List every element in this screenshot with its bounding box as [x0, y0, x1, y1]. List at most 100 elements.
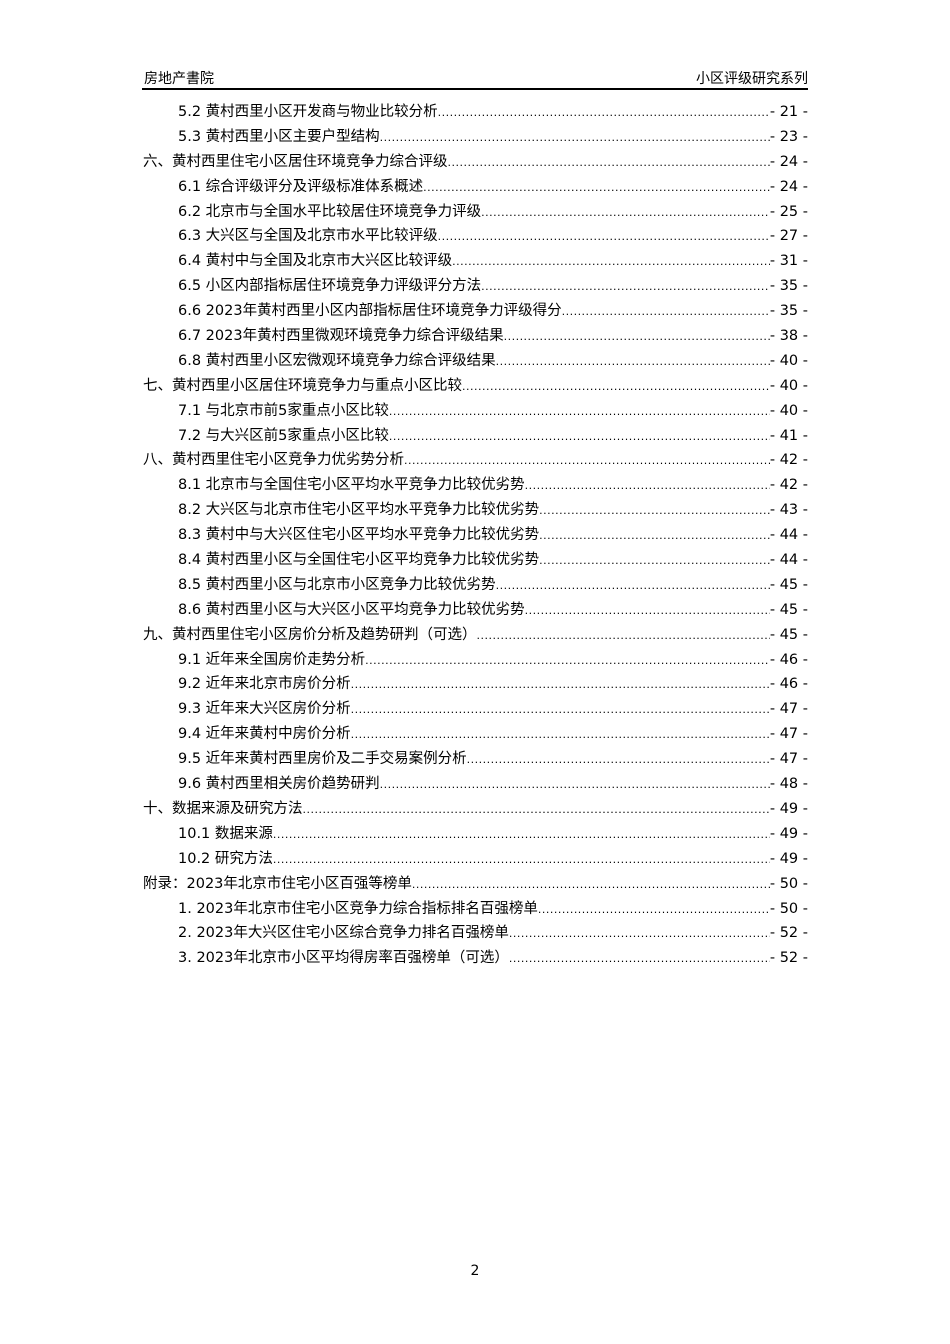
- toc-entry-title: 6.8 黄村西里小区宏微观环境竞争力综合评级结果: [178, 352, 496, 369]
- toc-entry-page: - 49 -: [769, 825, 808, 842]
- toc-dot-leader: [351, 673, 770, 698]
- toc-section-entry[interactable]: 9.2 近年来北京市房价分析 - 46 -: [143, 672, 808, 697]
- toc-section-entry[interactable]: 8.1 北京市与全国住宅小区平均水平竞争力比较优劣势 - 42 -: [143, 473, 808, 498]
- toc-chapter-entry[interactable]: 八、黄村西里住宅小区竞争力优劣势分析 - 42 -: [143, 448, 808, 473]
- toc-dot-leader: [481, 275, 770, 300]
- toc-chapter-entry[interactable]: 十、数据来源及研究方法 - 49 -: [143, 797, 808, 822]
- toc-chapter-entry[interactable]: 七、黄村西里小区居住环境竞争力与重点小区比较 - 40 -: [143, 374, 808, 399]
- toc-entry-page: - 31 -: [769, 253, 808, 270]
- toc-entry-title: 2. 2023年大兴区住宅小区综合竞争力排名百强榜单: [178, 925, 509, 942]
- toc-section-entry[interactable]: 2. 2023年大兴区住宅小区综合竞争力排名百强榜单 - 52 -: [143, 921, 808, 946]
- toc-dot-leader: [365, 649, 770, 674]
- toc-section-entry[interactable]: 3. 2023年北京市小区平均得房率百强榜单（可选） - 52 -: [143, 946, 808, 971]
- toc-section-entry[interactable]: 10.2 研究方法 - 49 -: [143, 847, 808, 872]
- toc-entry-page: - 35 -: [769, 278, 808, 295]
- toc-section-entry[interactable]: 6.2 北京市与全国水平比较居住环境竞争力评级 - 25 -: [143, 200, 808, 225]
- toc-section-entry[interactable]: 8.2 大兴区与北京市住宅小区平均水平竞争力比较优劣势 - 43 -: [143, 498, 808, 523]
- toc-section-entry[interactable]: 9.1 近年来全国房价走势分析 - 46 -: [143, 648, 808, 673]
- toc-dot-leader: [404, 449, 770, 474]
- toc-entry-page: - 23 -: [769, 128, 808, 145]
- page-number: 2: [470, 1263, 480, 1279]
- toc-section-entry[interactable]: 8.3 黄村中与大兴区住宅小区平均水平竞争力比较优劣势 - 44 -: [143, 523, 808, 548]
- toc-entry-page: - 42 -: [769, 477, 808, 494]
- header-series-title: 小区评级研究系列: [696, 71, 808, 87]
- toc-entry-page: - 41 -: [769, 427, 808, 444]
- toc-entry-page: - 40 -: [769, 352, 808, 369]
- toc-section-entry[interactable]: 7.1 与北京市前5家重点小区比较 - 40 -: [143, 399, 808, 424]
- toc-entry-title: 9.6 黄村西里相关房价趋势研判: [178, 776, 380, 793]
- toc-entry-title: 6.1 综合评级评分及评级标准体系概述: [178, 178, 424, 195]
- toc-entry-title: 9.2 近年来北京市房价分析: [178, 676, 351, 693]
- toc-entry-page: - 47 -: [769, 726, 808, 743]
- toc-entry-title: 5.2 黄村西里小区开发商与物业比较分析: [178, 104, 438, 120]
- toc-dot-leader: [273, 823, 770, 848]
- toc-section-entry[interactable]: 8.4 黄村西里小区与全国住宅小区平均竞争力比较优劣势 - 44 -: [143, 548, 808, 573]
- toc-dot-leader: [539, 499, 770, 524]
- toc-section-entry[interactable]: 6.8 黄村西里小区宏微观环境竞争力综合评级结果 - 40 -: [143, 349, 808, 374]
- toc-entry-page: - 45 -: [769, 576, 808, 593]
- toc-entry-title: 5.3 黄村西里小区主要户型结构: [178, 128, 380, 145]
- toc-section-entry[interactable]: 5.2 黄村西里小区开发商与物业比较分析 - 21 -: [143, 100, 808, 125]
- toc-entry-page: - 47 -: [769, 751, 808, 768]
- toc-section-entry[interactable]: 10.1 数据来源 - 49 -: [143, 822, 808, 847]
- toc-dot-leader: [477, 624, 770, 649]
- toc-section-entry[interactable]: 1. 2023年北京市住宅小区竞争力综合指标排名百强榜单 - 50 -: [143, 897, 808, 922]
- toc-entry-page: - 42 -: [769, 452, 808, 469]
- toc-entry-title: 7.1 与北京市前5家重点小区比较: [178, 402, 389, 419]
- toc-entry-page: - 21 -: [769, 104, 808, 120]
- toc-section-entry[interactable]: 8.5 黄村西里小区与北京市小区竞争力比较优劣势 - 45 -: [143, 573, 808, 598]
- toc-entry-title: 9.1 近年来全国房价走势分析: [178, 651, 366, 668]
- toc-chapter-entry[interactable]: 九、黄村西里住宅小区房价分析及趋势研判（可选） - 45 -: [143, 623, 808, 648]
- toc-entry-title: 七、黄村西里小区居住环境竞争力与重点小区比较: [143, 377, 462, 394]
- toc-entry-page: - 45 -: [769, 626, 808, 643]
- toc-section-entry[interactable]: 9.4 近年来黄村中房价分析 - 47 -: [143, 722, 808, 747]
- toc-entry-title: 10.2 研究方法: [178, 850, 273, 867]
- toc-entry-page: - 44 -: [769, 527, 808, 544]
- toc-section-entry[interactable]: 6.3 大兴区与全国及北京市水平比较评级 - 27 -: [143, 224, 808, 249]
- toc-entry-page: - 52 -: [769, 950, 808, 967]
- toc-entry-page: - 44 -: [769, 552, 808, 569]
- toc-entry-title: 7.2 与大兴区前5家重点小区比较: [178, 427, 389, 444]
- toc-entry-page: - 35 -: [769, 303, 808, 320]
- toc-entry-title: 8.2 大兴区与北京市住宅小区平均水平竞争力比较优劣势: [178, 502, 540, 519]
- toc-dot-leader: [351, 698, 770, 723]
- toc-entry-page: - 49 -: [769, 850, 808, 867]
- toc-section-entry[interactable]: 6.5 小区内部指标居住环境竞争力评级评分方法 - 35 -: [143, 274, 808, 299]
- toc-dot-leader: [448, 151, 770, 176]
- toc-dot-leader: [496, 350, 770, 375]
- toc-dot-leader: [467, 748, 770, 773]
- toc-section-entry[interactable]: 7.2 与大兴区前5家重点小区比较 - 41 -: [143, 424, 808, 449]
- toc-dot-leader: [389, 425, 770, 450]
- toc-entry-page: - 45 -: [769, 601, 808, 618]
- table-of-contents: 5.2 黄村西里小区开发商与物业比较分析 - 21 - 5.3 黄村西里小区主要户型…: [143, 100, 808, 971]
- toc-dot-leader: [351, 723, 770, 748]
- toc-section-entry[interactable]: 6.4 黄村中与全国及北京市大兴区比较评级 - 31 -: [143, 249, 808, 274]
- toc-entry-title: 十、数据来源及研究方法: [143, 800, 303, 817]
- toc-chapter-entry[interactable]: 六、黄村西里住宅小区居住环境竞争力综合评级 - 24 -: [143, 150, 808, 175]
- toc-entry-title: 3. 2023年北京市小区平均得房率百强榜单（可选）: [178, 950, 509, 967]
- toc-section-entry[interactable]: 8.6 黄村西里小区与大兴区小区平均竞争力比较优劣势 - 45 -: [143, 598, 808, 623]
- toc-section-entry[interactable]: 5.3 黄村西里小区主要户型结构 - 23 -: [143, 125, 808, 150]
- toc-entry-title: 八、黄村西里住宅小区竞争力优劣势分析: [143, 452, 404, 469]
- toc-chapter-entry[interactable]: 附录：2023年北京市住宅小区百强等榜单 - 50 -: [143, 872, 808, 897]
- toc-dot-leader: [380, 126, 770, 151]
- toc-section-entry[interactable]: 6.7 2023年黄村西里微观环境竞争力综合评级结果 - 38 -: [143, 324, 808, 349]
- toc-entry-page: - 48 -: [769, 776, 808, 793]
- toc-entry-title: 8.1 北京市与全国住宅小区平均水平竞争力比较优劣势: [178, 477, 525, 494]
- toc-dot-leader: [538, 898, 770, 923]
- toc-entry-title: 6.6 2023年黄村西里小区内部指标居住环境竞争力评级得分: [178, 303, 562, 320]
- toc-section-entry[interactable]: 9.6 黄村西里相关房价趋势研判 - 48 -: [143, 772, 808, 797]
- toc-section-entry[interactable]: 6.1 综合评级评分及评级标准体系概述 - 24 -: [143, 175, 808, 200]
- toc-dot-leader: [525, 474, 770, 499]
- toc-dot-leader: [539, 549, 770, 574]
- toc-dot-leader: [303, 798, 770, 823]
- toc-entry-title: 6.3 大兴区与全国及北京市水平比较评级: [178, 228, 438, 245]
- toc-section-entry[interactable]: 9.5 近年来黄村西里房价及二手交易案例分析 - 47 -: [143, 747, 808, 772]
- toc-entry-title: 附录：2023年北京市住宅小区百强等榜单: [143, 875, 412, 892]
- toc-dot-leader: [438, 101, 770, 126]
- toc-section-entry[interactable]: 6.6 2023年黄村西里小区内部指标居住环境竞争力评级得分 - 35 -: [143, 299, 808, 324]
- toc-dot-leader: [438, 225, 770, 250]
- toc-dot-leader: [539, 524, 770, 549]
- toc-entry-title: 九、黄村西里住宅小区房价分析及趋势研判（可选）: [143, 626, 477, 643]
- toc-section-entry[interactable]: 9.3 近年来大兴区房价分析 - 47 -: [143, 697, 808, 722]
